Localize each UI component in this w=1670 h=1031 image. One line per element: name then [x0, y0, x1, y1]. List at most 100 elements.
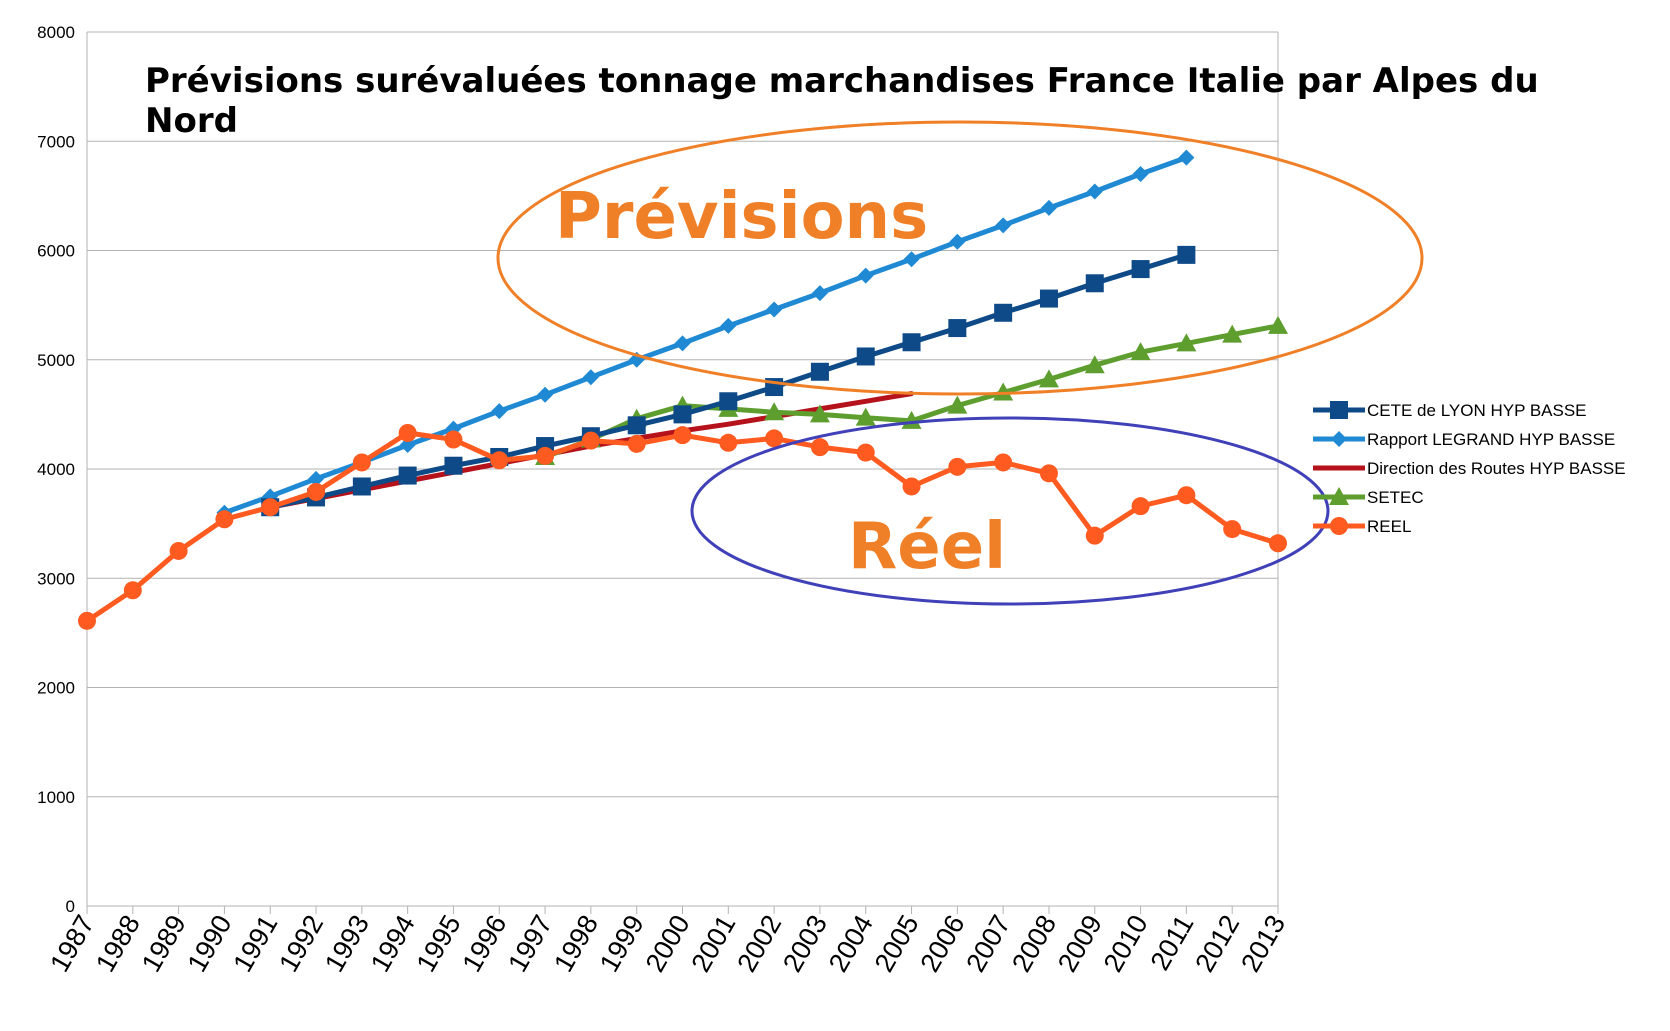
legend-label-setec: SETEC [1367, 488, 1424, 507]
x-tick-label: 2007 [960, 910, 1016, 977]
data-point-cete-de-lyon-hyp-basse [994, 303, 1013, 322]
chart-title-line-2: Nord [145, 101, 238, 141]
data-point-rapport-legrand-hyp-basse [720, 317, 737, 334]
data-point-reel [765, 429, 784, 448]
x-tick-label: 2004 [823, 910, 879, 977]
data-point-rapport-legrand-hyp-basse [995, 217, 1012, 234]
data-point-reel [673, 426, 692, 445]
data-point-reel [352, 453, 371, 472]
series-line-reel [84, 430, 1281, 624]
y-tick-label: 2000 [37, 679, 75, 698]
data-point-reel [169, 541, 188, 560]
x-tick-label: 2008 [1006, 910, 1062, 977]
data-point-rapport-legrand-hyp-basse [308, 470, 325, 487]
annotations: Prévisions Réel [496, 120, 1424, 606]
legend-swatch-marker-reel [1330, 517, 1348, 535]
chart-title: Prévisions surévaluées tonnage marchandi… [145, 61, 1539, 141]
x-tick-label: 2012 [1189, 910, 1245, 977]
series-lines [78, 149, 1288, 630]
x-tick-label: 1997 [502, 910, 558, 977]
x-tick-label: 2001 [685, 910, 741, 977]
data-point-reel [627, 434, 646, 453]
data-point-reel [948, 457, 967, 476]
data-point-cete-de-lyon-hyp-basse [856, 347, 875, 366]
x-tick-label: 2011 [1145, 910, 1200, 975]
data-point-reel [398, 423, 417, 442]
data-point-rapport-legrand-hyp-basse [537, 386, 554, 403]
legend-label-rapport-legrand-hyp-basse: Rapport LEGRAND HYP BASSE [1367, 430, 1615, 449]
x-tick-label: 1998 [548, 910, 604, 977]
data-point-setec [1222, 324, 1243, 343]
data-point-reel [1223, 520, 1242, 539]
reel-annotation: Réel [848, 510, 1006, 584]
data-point-cete-de-lyon-hyp-basse [1039, 289, 1058, 308]
data-point-cete-de-lyon-hyp-basse [810, 362, 829, 381]
data-point-rapport-legrand-hyp-basse [1086, 183, 1103, 200]
x-tick-label: 1988 [90, 910, 146, 977]
data-point-reel [1177, 486, 1196, 505]
legend-swatch-marker-rapport-legrand-hyp-basse [1331, 431, 1347, 447]
data-point-rapport-legrand-hyp-basse [903, 251, 920, 268]
data-point-reel [261, 498, 280, 517]
data-point-rapport-legrand-hyp-basse [1178, 149, 1195, 166]
data-point-cete-de-lyon-hyp-basse [1177, 245, 1196, 264]
data-point-cete-de-lyon-hyp-basse [948, 319, 967, 338]
data-point-reel [123, 581, 142, 600]
x-tick-label: 1999 [594, 910, 650, 977]
data-point-setec [1038, 369, 1059, 388]
x-tick-label: 2003 [777, 910, 833, 977]
data-point-reel [490, 451, 509, 470]
y-tick-label: 6000 [37, 242, 75, 261]
chart-title-line-1: Prévisions surévaluées tonnage marchandi… [145, 61, 1539, 101]
data-point-setec [809, 404, 830, 423]
x-tick-label: 1992 [273, 910, 329, 977]
data-point-reel [719, 433, 738, 452]
data-point-setec [764, 402, 785, 421]
data-point-setec [855, 407, 876, 426]
y-tick-label: 7000 [37, 132, 75, 151]
data-point-rapport-legrand-hyp-basse [491, 403, 508, 420]
data-point-cete-de-lyon-hyp-basse [1085, 274, 1104, 293]
data-point-reel [856, 443, 875, 462]
data-point-reel [307, 482, 326, 501]
data-point-setec [1130, 342, 1151, 361]
x-tick-label: 1995 [411, 910, 467, 977]
data-point-setec [993, 382, 1014, 401]
data-point-cete-de-lyon-hyp-basse [352, 477, 371, 496]
x-tick-label: 1991 [227, 910, 283, 977]
data-point-setec [1084, 355, 1105, 374]
x-axis-tick-labels: 1987198819891990199119921993199419951996… [44, 910, 1291, 977]
previsions-annotation: Prévisions [555, 180, 928, 254]
data-point-reel [810, 438, 829, 457]
x-tick-label: 2010 [1098, 910, 1154, 977]
x-tick-label: 2005 [869, 910, 925, 977]
x-tick-label: 1987 [44, 910, 100, 977]
y-axis-tick-labels: 0 1000 2000 3000 4000 5000 6000 7000 8000 [37, 23, 75, 916]
data-point-setec [1268, 315, 1288, 334]
axes [86, 32, 1279, 914]
data-point-cete-de-lyon-hyp-basse [398, 466, 417, 485]
legend-label-direction-des-routes-hyp-basse: Direction des Routes HYP BASSE [1367, 459, 1626, 478]
data-point-reel [1269, 534, 1287, 553]
data-point-cete-de-lyon-hyp-basse [1131, 260, 1150, 279]
data-point-rapport-legrand-hyp-basse [766, 301, 783, 318]
legend-swatch-marker-cete-de-lyon-hyp-basse [1330, 401, 1348, 419]
legend-label-cete-de-lyon-hyp-basse: CETE de LYON HYP BASSE [1367, 401, 1587, 420]
data-point-reel [1131, 497, 1150, 516]
y-tick-label: 8000 [37, 23, 75, 42]
data-point-setec [1176, 333, 1197, 352]
data-point-reel [581, 431, 600, 450]
x-tick-label: 2009 [1052, 910, 1108, 977]
data-point-cete-de-lyon-hyp-basse [673, 405, 692, 424]
data-point-reel [1039, 464, 1058, 483]
series-line-rapport-legrand-hyp-basse [221, 155, 1189, 516]
data-point-rapport-legrand-hyp-basse [857, 267, 874, 284]
data-point-rapport-legrand-hyp-basse [582, 369, 599, 386]
x-tick-label: 2013 [1235, 910, 1291, 977]
data-point-cete-de-lyon-hyp-basse [444, 456, 463, 475]
data-point-rapport-legrand-hyp-basse [949, 233, 966, 250]
data-point-reel [1085, 526, 1104, 545]
y-tick-label: 3000 [37, 569, 75, 588]
